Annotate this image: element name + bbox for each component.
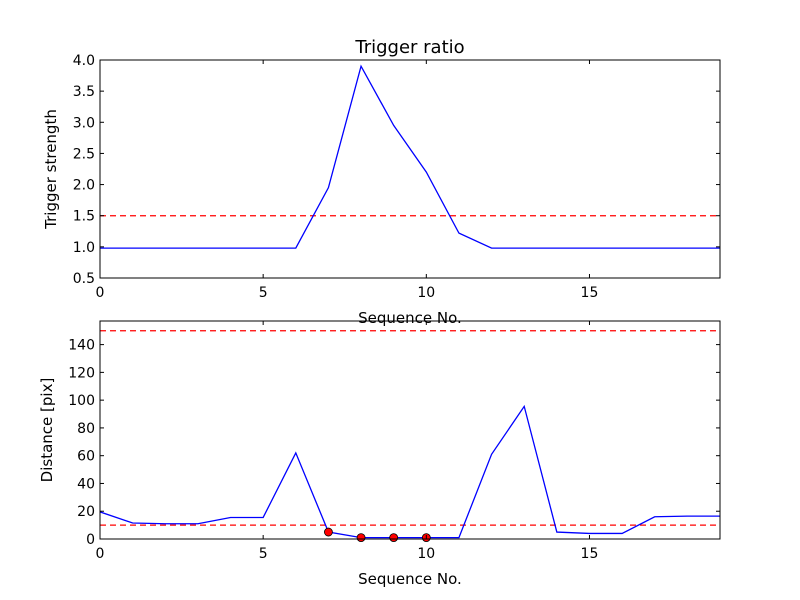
bottom-y-tick-label: 0 — [86, 532, 95, 548]
bottom-marker-point — [324, 527, 333, 537]
top-x-tick-label: 0 — [96, 285, 105, 301]
top-series-line-0 — [100, 64, 720, 249]
bottom-y-tick-label: 40 — [77, 476, 95, 492]
bottom-series-line-0 — [100, 404, 720, 539]
top-axes-frame — [99, 59, 721, 279]
top-y-tick-label: 3.0 — [73, 115, 95, 131]
top-y-tick-label: 0.5 — [73, 271, 95, 287]
bottom-subplot: Sequence No. Distance [pix] 0 5 10 15 0 20 40 6… — [38, 320, 721, 588]
bottom-y-tick-label: 120 — [68, 365, 95, 381]
top-x-tick-label: 10 — [417, 285, 435, 301]
bottom-x-tick-label: 15 — [581, 546, 599, 562]
bottom-marker-point — [389, 533, 399, 543]
top-y-tick-label: 2.0 — [73, 178, 95, 194]
top-subplot: Trigger ratio Sequence No. Trigger stren… — [42, 37, 721, 327]
bottom-axes-frame — [99, 320, 721, 540]
bottom-y-tick-label: 60 — [77, 449, 95, 465]
bottom-marker-point — [356, 533, 366, 543]
bottom-x-axis-label: Sequence No. — [358, 570, 462, 588]
top-y-tick-label: 1.0 — [73, 240, 95, 256]
top-x-tick-label: 15 — [581, 285, 599, 301]
top-y-tick-label: 2.5 — [73, 146, 95, 162]
top-y-axis-label: Trigger strength — [42, 109, 60, 230]
top-y-tick-label: 4.0 — [73, 53, 95, 69]
top-y-tick-label: 1.5 — [73, 209, 95, 225]
top-y-tick-label: 3.5 — [73, 84, 95, 100]
bottom-x-tick-label: 10 — [417, 546, 435, 562]
bottom-y-axis-label: Distance [pix] — [38, 378, 56, 483]
bottom-x-tick-label: 5 — [259, 546, 268, 562]
top-x-axis-label: Sequence No. — [358, 309, 462, 327]
bottom-y-tick-label: 100 — [68, 393, 95, 409]
bottom-y-tick-label: 20 — [77, 504, 95, 520]
bottom-y-tick-label: 140 — [68, 338, 95, 354]
top-x-tick-label: 5 — [259, 285, 268, 301]
top-chart-title: Trigger ratio — [354, 37, 464, 58]
bottom-x-tick-label: 0 — [96, 546, 105, 562]
bottom-y-tick-label: 80 — [77, 421, 95, 437]
